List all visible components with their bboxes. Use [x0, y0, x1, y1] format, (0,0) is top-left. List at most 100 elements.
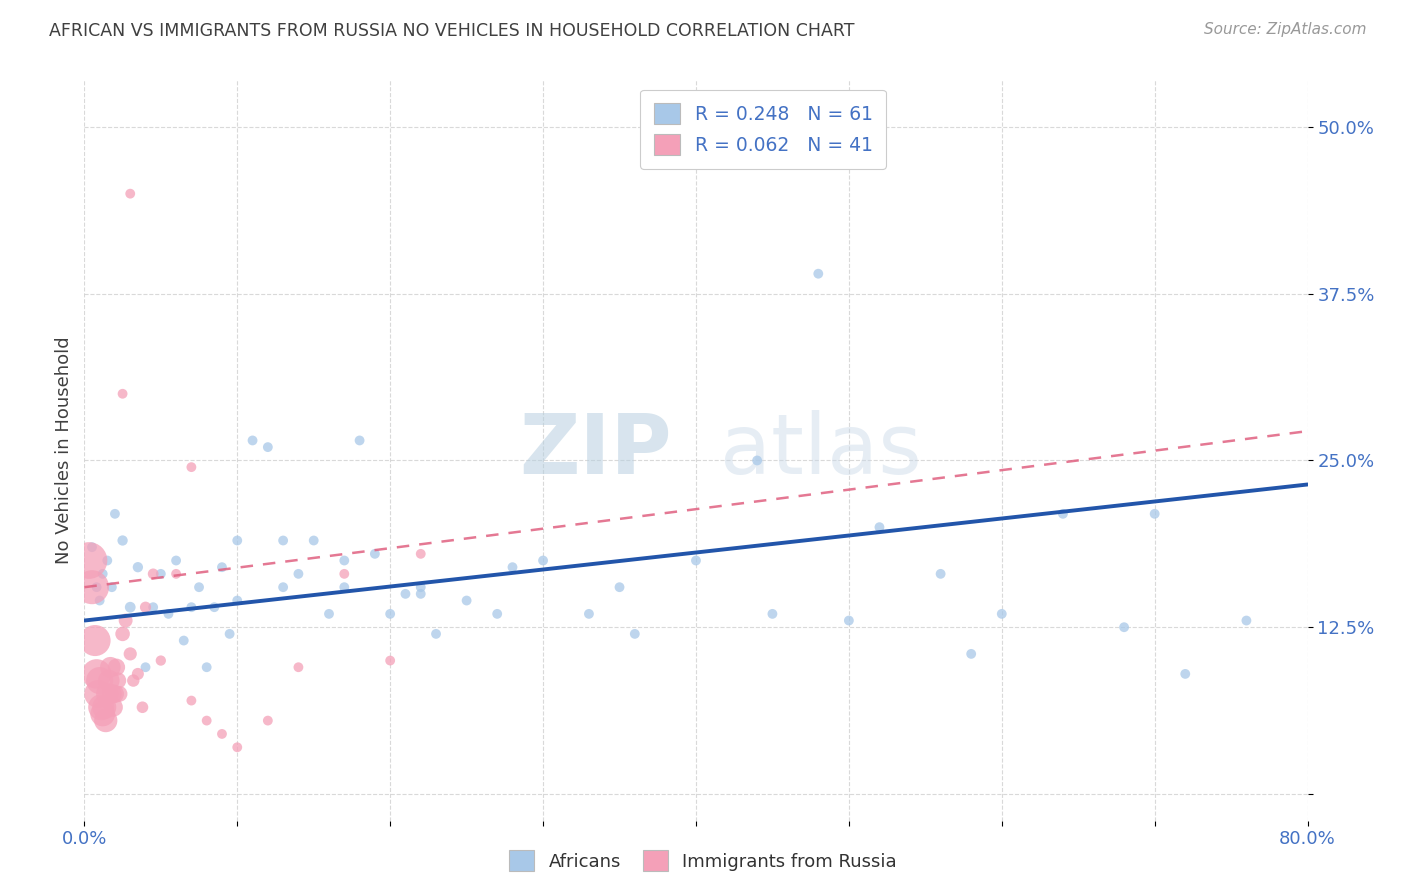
Point: [349, 434, 371, 448]
Point: [135, 660, 157, 674]
Point: [94, 714, 117, 728]
Point: [257, 440, 280, 454]
Point: [960, 647, 983, 661]
Point: [425, 627, 447, 641]
Legend: Africans, Immigrants from Russia: Africans, Immigrants from Russia: [502, 843, 904, 879]
Point: [91, 706, 114, 721]
Point: [103, 700, 125, 714]
Point: [120, 186, 142, 201]
Point: [142, 566, 165, 581]
Point: [202, 600, 225, 615]
Point: [180, 600, 202, 615]
Point: [165, 566, 187, 581]
Point: [96, 553, 118, 567]
Point: [929, 566, 952, 581]
Point: [77, 553, 100, 567]
Point: [1052, 507, 1074, 521]
Point: [89, 673, 111, 688]
Point: [502, 560, 524, 574]
Point: [111, 386, 134, 401]
Point: [93, 700, 115, 714]
Point: [96, 687, 118, 701]
Point: [486, 607, 509, 621]
Point: [142, 600, 165, 615]
Point: [409, 587, 432, 601]
Point: [188, 580, 211, 594]
Point: [90, 700, 112, 714]
Point: [211, 560, 233, 574]
Point: [364, 547, 387, 561]
Point: [226, 593, 249, 607]
Point: [173, 633, 195, 648]
Text: Source: ZipAtlas.com: Source: ZipAtlas.com: [1204, 22, 1367, 37]
Point: [211, 727, 233, 741]
Point: [127, 560, 149, 574]
Point: [195, 714, 218, 728]
Point: [271, 580, 294, 594]
Point: [165, 553, 187, 567]
Point: [318, 607, 340, 621]
Point: [456, 593, 478, 607]
Point: [394, 587, 416, 601]
Point: [302, 533, 325, 548]
Point: [195, 660, 218, 674]
Point: [380, 607, 402, 621]
Point: [226, 740, 249, 755]
Point: [807, 267, 830, 281]
Point: [271, 533, 294, 548]
Point: [180, 460, 202, 475]
Point: [111, 627, 134, 641]
Point: [80, 540, 103, 554]
Point: [122, 673, 145, 688]
Point: [157, 607, 180, 621]
Point: [87, 687, 110, 701]
Point: [105, 660, 128, 674]
Point: [98, 660, 121, 674]
Point: [1174, 666, 1197, 681]
Point: [531, 553, 554, 567]
Point: [180, 693, 202, 707]
Point: [101, 687, 124, 701]
Point: [108, 687, 131, 701]
Point: [333, 553, 356, 567]
Point: [135, 600, 157, 615]
Point: [149, 654, 172, 668]
Text: AFRICAN VS IMMIGRANTS FROM RUSSIA NO VEHICLES IN HOUSEHOLD CORRELATION CHART: AFRICAN VS IMMIGRANTS FROM RUSSIA NO VEH…: [49, 22, 855, 40]
Point: [609, 580, 631, 594]
Point: [80, 580, 103, 594]
Point: [409, 547, 432, 561]
Point: [91, 566, 114, 581]
Point: [1114, 620, 1136, 634]
Point: [104, 687, 127, 701]
Point: [120, 600, 142, 615]
Point: [84, 633, 107, 648]
Point: [287, 660, 309, 674]
Point: [333, 580, 356, 594]
Point: [120, 647, 142, 661]
Point: [685, 553, 707, 567]
Point: [257, 714, 280, 728]
Point: [89, 593, 111, 607]
Text: atlas: atlas: [720, 410, 922, 491]
Point: [149, 566, 172, 581]
Point: [226, 533, 249, 548]
Point: [287, 566, 309, 581]
Point: [1236, 614, 1258, 628]
Point: [409, 580, 432, 594]
Point: [333, 566, 356, 581]
Point: [101, 580, 124, 594]
Point: [242, 434, 264, 448]
Point: [1143, 507, 1166, 521]
Legend: R = 0.248   N = 61, R = 0.062   N = 41: R = 0.248 N = 61, R = 0.062 N = 41: [641, 90, 886, 169]
Point: [114, 614, 136, 628]
Point: [838, 614, 860, 628]
Point: [578, 607, 600, 621]
Point: [97, 673, 120, 688]
Y-axis label: No Vehicles in Household: No Vehicles in Household: [55, 336, 73, 565]
Point: [127, 666, 149, 681]
Point: [869, 520, 891, 534]
Point: [104, 507, 127, 521]
Point: [761, 607, 783, 621]
Text: ZIP: ZIP: [519, 410, 672, 491]
Point: [111, 533, 134, 548]
